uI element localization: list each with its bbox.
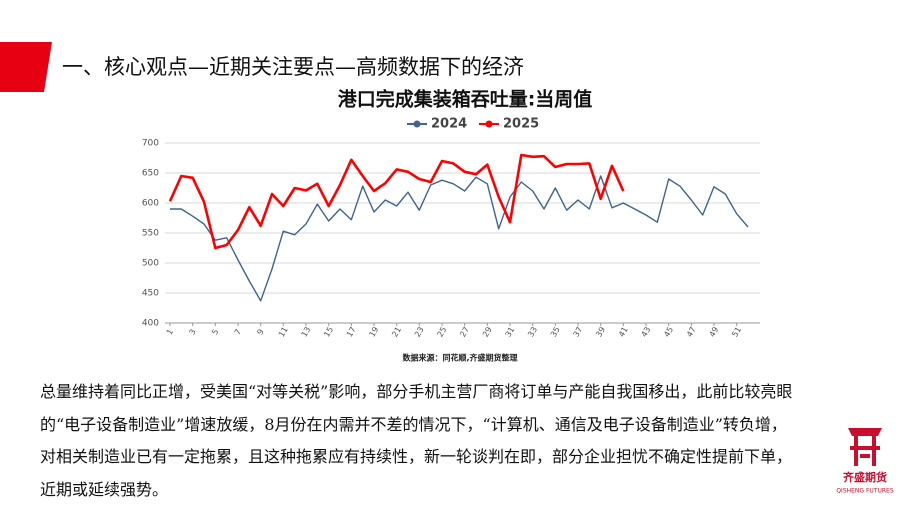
series-line (170, 155, 623, 248)
x-tick-label: 5 (210, 328, 220, 337)
x-tick-label: 19 (368, 325, 381, 338)
y-tick-label: 600 (142, 199, 159, 209)
body-line: 的“电子设备制造业”增速放缓，8月份在内需并不差的情况下，“计算机、通信及电子设… (40, 409, 840, 442)
chart-title: 港口完成集装箱吞吐量:当周值 (338, 88, 593, 111)
x-tick-label: 43 (640, 325, 653, 338)
y-tick-label: 650 (142, 169, 159, 179)
x-tick-label: 31 (504, 325, 517, 338)
body-text: 总量维持着同比正增，受美国“对等关税”影响，部分手机主营厂商将订单与产能自我国移… (40, 376, 840, 506)
x-tick-label: 35 (549, 325, 562, 338)
logo: 齐盛期货 QISHENG FUTURES (836, 428, 894, 495)
logo-roof (848, 428, 882, 436)
logo-name: 齐盛期货 (843, 470, 887, 484)
x-tick-label: 27 (458, 325, 471, 338)
legend-marker (486, 121, 493, 128)
body-line: 总量维持着同比正增，受美国“对等关税”影响，部分手机主营厂商将订单与产能自我国移… (40, 376, 840, 409)
logo-mark (850, 436, 880, 466)
x-tick-label: 21 (390, 325, 403, 338)
x-tick-label: 15 (322, 325, 335, 338)
body-line: 近期或延续强势。 (40, 474, 840, 506)
x-tick-label: 41 (617, 325, 630, 338)
series-line (170, 176, 748, 301)
x-tick-label: 13 (300, 325, 313, 338)
legend-label: 2024 (431, 117, 467, 132)
body-line: 对相关制造业已有一定拖累，且这种拖累应有持续性，新一轮谈判在即，部分企业担忧不确… (40, 441, 840, 474)
x-tick-label: 9 (255, 328, 265, 337)
y-tick-label: 550 (142, 229, 159, 239)
x-tick-label: 51 (730, 325, 743, 338)
legend-label: 2025 (503, 117, 539, 132)
x-tick-label: 7 (233, 328, 243, 337)
x-tick-label: 11 (277, 325, 290, 338)
legend-marker (414, 121, 421, 128)
slide-title: 一、核心观点—近期关注要点—高频数据下的经济 (62, 55, 524, 79)
x-tick-label: 37 (572, 325, 585, 338)
x-tick-label: 29 (481, 325, 494, 338)
x-tick-label: 49 (708, 325, 721, 338)
x-tick-label: 3 (187, 328, 197, 337)
x-tick-label: 23 (413, 325, 426, 338)
x-tick-label: 47 (685, 325, 698, 338)
x-tick-label: 45 (662, 325, 675, 338)
logo-name-en: QISHENG FUTURES (836, 488, 894, 495)
y-tick-label: 700 (142, 139, 159, 149)
x-tick-label: 17 (345, 325, 358, 338)
y-tick-label: 450 (142, 289, 159, 299)
x-tick-label: 1 (165, 328, 175, 337)
y-tick-label: 500 (142, 259, 159, 269)
x-tick-label: 39 (594, 325, 607, 338)
x-tick-label: 33 (526, 325, 539, 338)
accent-bar (0, 42, 52, 92)
y-tick-label: 400 (142, 319, 159, 329)
x-tick-label: 25 (436, 325, 449, 338)
source: 数据来源：同花顺,齐盛期货整理 (402, 353, 517, 363)
